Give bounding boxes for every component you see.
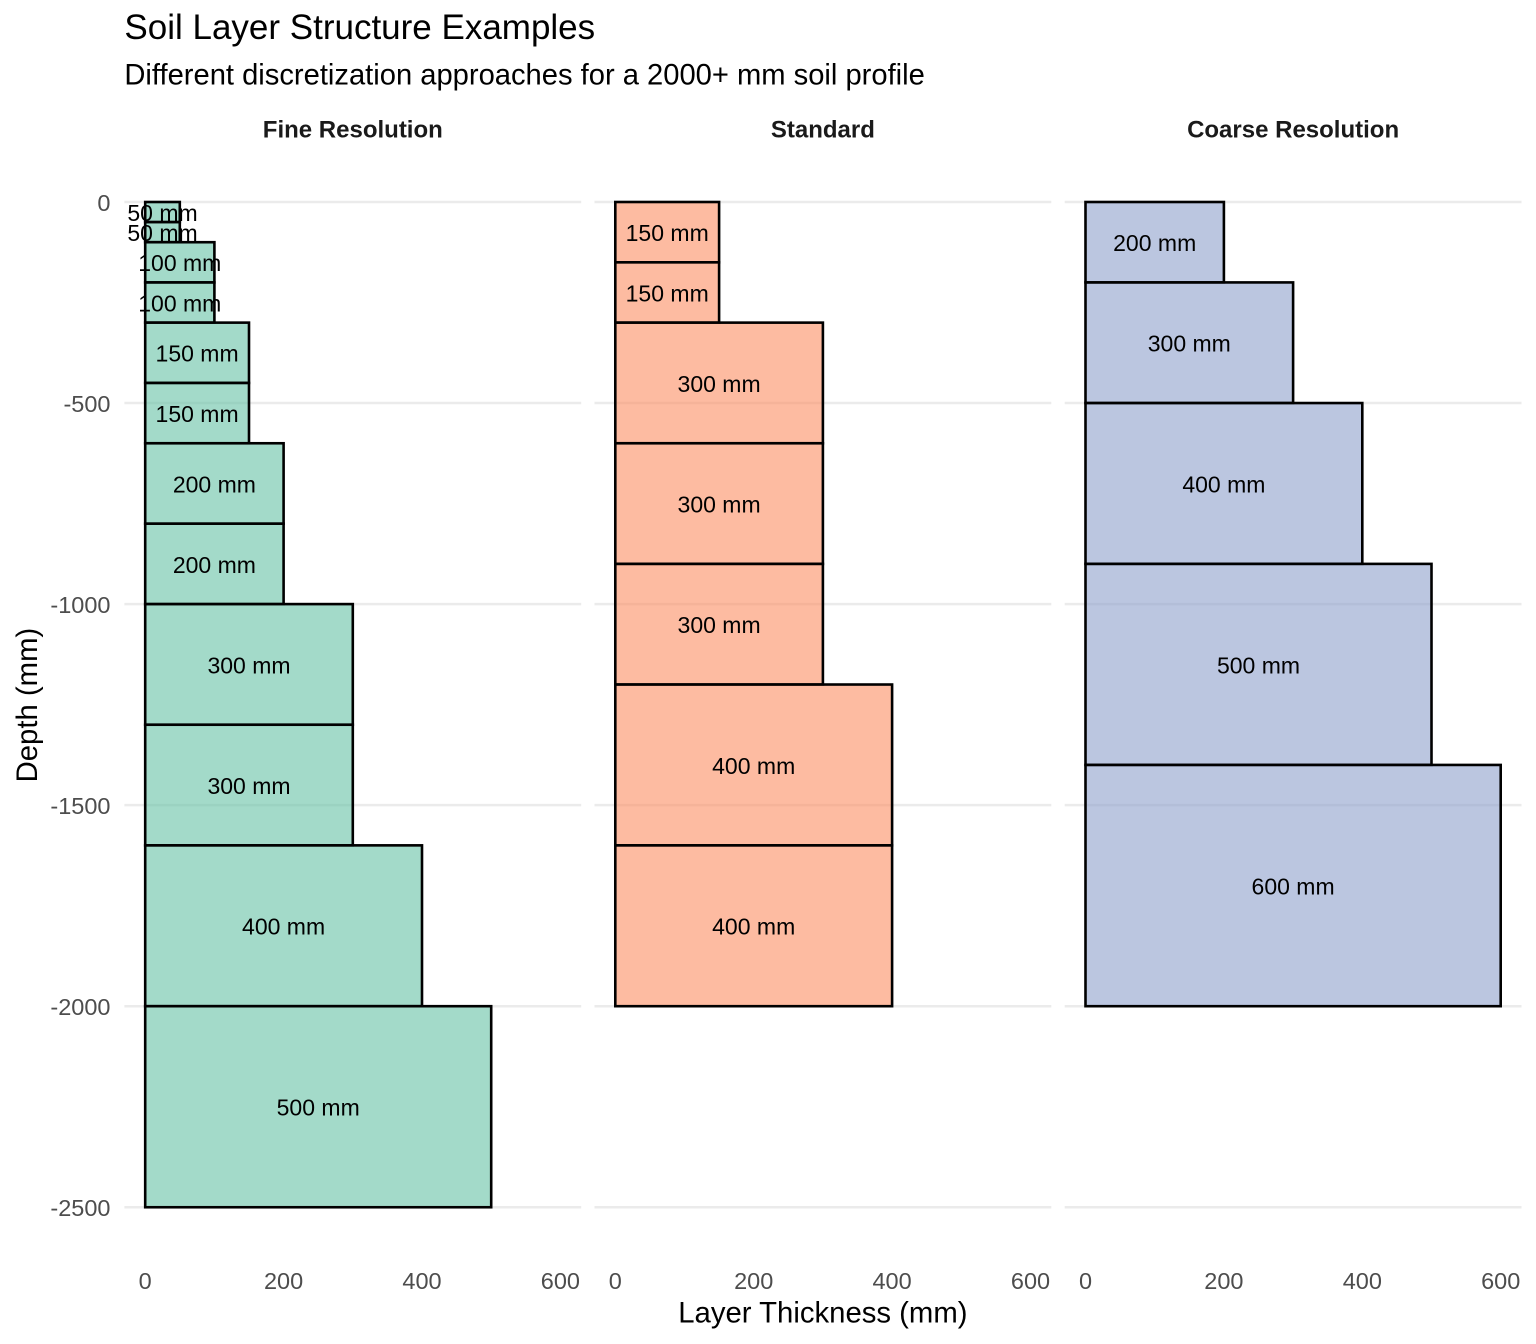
svg-text:600: 600 [541, 1268, 580, 1294]
svg-text:300 mm: 300 mm [678, 491, 761, 517]
svg-text:200: 200 [1204, 1268, 1243, 1294]
svg-text:200 mm: 200 mm [173, 471, 256, 497]
svg-text:300 mm: 300 mm [1148, 331, 1231, 357]
svg-text:200 mm: 200 mm [173, 552, 256, 578]
svg-text:0: 0 [609, 1268, 622, 1294]
svg-text:200 mm: 200 mm [1113, 230, 1196, 256]
svg-text:Soil Layer Structure Examples: Soil Layer Structure Examples [124, 8, 595, 47]
svg-text:150 mm: 150 mm [156, 341, 239, 367]
svg-text:400: 400 [1343, 1268, 1382, 1294]
svg-text:100 mm: 100 mm [138, 290, 221, 316]
svg-text:Coarse Resolution: Coarse Resolution [1187, 117, 1399, 144]
svg-text:300 mm: 300 mm [207, 773, 290, 799]
svg-text:400 mm: 400 mm [712, 914, 795, 940]
svg-text:400 mm: 400 mm [242, 914, 325, 940]
svg-text:Different discretization appro: Different discretization approaches for … [124, 59, 924, 91]
svg-text:200: 200 [734, 1268, 773, 1294]
svg-text:300 mm: 300 mm [678, 612, 761, 638]
svg-text:0: 0 [1079, 1268, 1092, 1294]
svg-text:-2000: -2000 [50, 994, 110, 1020]
svg-text:-500: -500 [63, 391, 110, 417]
svg-text:Layer Thickness (mm): Layer Thickness (mm) [678, 1297, 967, 1330]
svg-text:150 mm: 150 mm [626, 280, 709, 306]
svg-text:400 mm: 400 mm [712, 753, 795, 779]
svg-text:300 mm: 300 mm [678, 371, 761, 397]
svg-text:200: 200 [264, 1268, 303, 1294]
svg-text:100 mm: 100 mm [138, 250, 221, 276]
svg-text:150 mm: 150 mm [156, 401, 239, 427]
svg-text:600 mm: 600 mm [1252, 873, 1335, 899]
svg-text:600: 600 [1011, 1268, 1050, 1294]
svg-text:50 mm: 50 mm [127, 200, 197, 226]
svg-text:400: 400 [872, 1268, 911, 1294]
svg-text:50 mm: 50 mm [127, 220, 197, 246]
svg-text:-2500: -2500 [50, 1195, 110, 1221]
svg-text:500 mm: 500 mm [277, 1095, 360, 1121]
svg-text:400: 400 [402, 1268, 441, 1294]
svg-text:-1000: -1000 [50, 592, 110, 618]
svg-text:Standard: Standard [771, 117, 875, 144]
svg-text:150 mm: 150 mm [626, 220, 709, 246]
svg-text:Fine Resolution: Fine Resolution [263, 117, 443, 144]
svg-text:600: 600 [1481, 1268, 1520, 1294]
svg-text:0: 0 [139, 1268, 152, 1294]
svg-text:400 mm: 400 mm [1182, 471, 1265, 497]
svg-text:0: 0 [97, 190, 110, 216]
svg-text:300 mm: 300 mm [207, 652, 290, 678]
svg-text:Depth (mm): Depth (mm) [11, 628, 44, 783]
svg-text:-1500: -1500 [50, 793, 110, 819]
svg-text:500 mm: 500 mm [1217, 652, 1300, 678]
